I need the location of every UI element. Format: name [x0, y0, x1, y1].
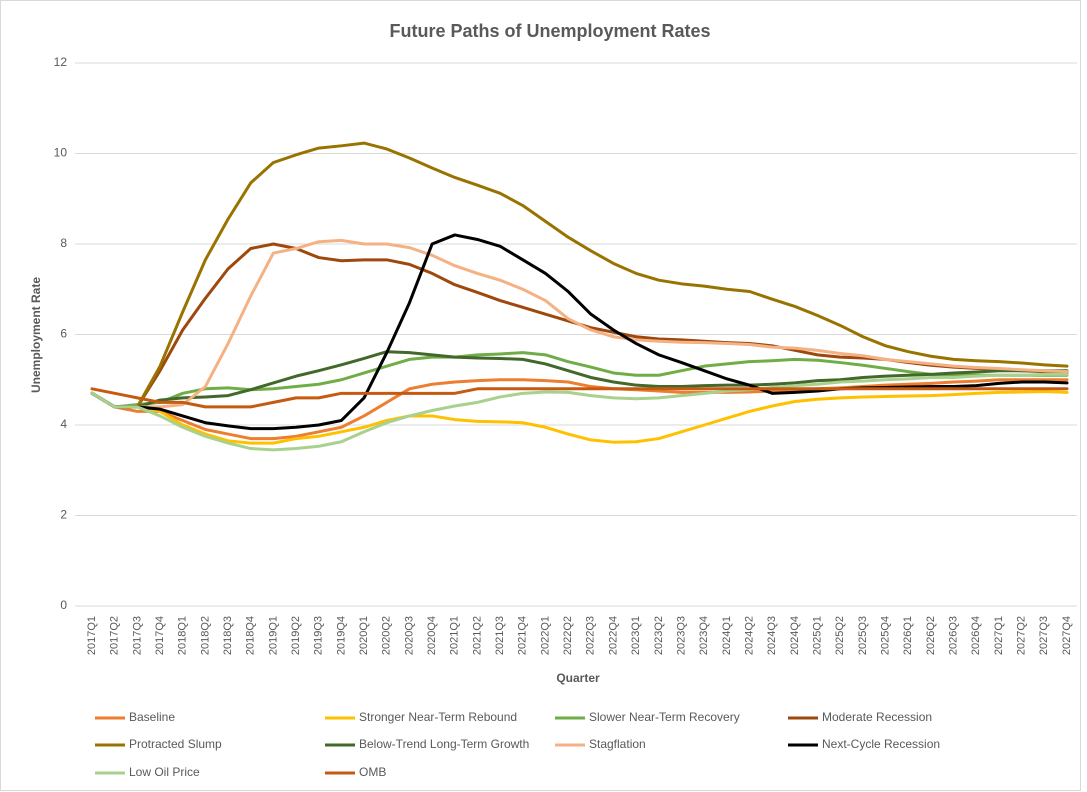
x-tick-label: 2023Q4: [698, 616, 710, 655]
x-tick-label: 2026Q4: [970, 616, 982, 655]
series-line: [90, 387, 1069, 409]
x-tick-label: 2024Q2: [743, 616, 755, 655]
x-tick-label: 2018Q2: [199, 616, 211, 655]
x-tick-label: 2022Q1: [539, 616, 551, 655]
y-tick-label: 12: [54, 55, 68, 69]
x-tick-label: 2021Q1: [449, 616, 461, 655]
x-tick-label: 2018Q1: [177, 616, 189, 655]
x-tick-label: 2022Q2: [562, 616, 574, 655]
series-line: [90, 390, 1069, 445]
y-tick-label: 4: [60, 417, 67, 431]
x-tick-label: 2017Q4: [154, 616, 166, 655]
legend-label: Baseline: [129, 710, 175, 724]
x-tick-label: 2026Q1: [902, 616, 914, 655]
x-tick-label: 2021Q2: [471, 616, 483, 655]
series-line: [90, 141, 1069, 409]
chart-title: Future Paths of Unemployment Rates: [389, 21, 710, 41]
x-tick-label: 2024Q3: [766, 616, 778, 655]
x-tick-label: 2023Q3: [675, 616, 687, 655]
x-tick-label: 2025Q2: [834, 616, 846, 655]
x-tick-label: 2017Q1: [86, 616, 98, 655]
legend-label: Stagflation: [589, 737, 646, 751]
y-tick-label: 0: [60, 598, 67, 612]
x-tick-label: 2021Q3: [494, 616, 506, 655]
y-tick-label: 8: [60, 236, 67, 250]
x-axis-title: Quarter: [556, 671, 600, 685]
x-tick-label: 2022Q4: [607, 616, 619, 655]
legend-label: Protracted Slump: [129, 737, 222, 751]
x-tick-label: 2027Q4: [1061, 616, 1073, 655]
legend-label: Stronger Near-Term Rebound: [359, 710, 517, 724]
y-axis-title: Unemployment Rate: [29, 277, 43, 393]
x-tick-label: 2027Q2: [1016, 616, 1028, 655]
x-tick-label: 2019Q2: [290, 616, 302, 655]
series-line: [90, 372, 1069, 452]
series-line: [90, 238, 1069, 409]
x-tick-label: 2019Q1: [267, 616, 279, 655]
x-tick-label: 2023Q1: [630, 616, 642, 655]
x-tick-label: 2020Q4: [426, 616, 438, 655]
y-tick-label: 6: [60, 327, 67, 341]
x-tick-label: 2022Q3: [585, 616, 597, 655]
x-tick-label: 2020Q2: [381, 616, 393, 655]
x-tick-label: 2027Q1: [993, 616, 1005, 655]
legend-label: Next-Cycle Recession: [822, 737, 940, 751]
x-tick-label: 2018Q4: [245, 616, 257, 655]
y-tick-label: 10: [54, 146, 68, 160]
x-tick-label: 2024Q1: [721, 616, 733, 655]
x-tick-label: 2025Q1: [811, 616, 823, 655]
x-tick-label: 2024Q4: [789, 616, 801, 655]
x-tick-label: 2017Q2: [109, 616, 121, 655]
x-tick-label: 2019Q4: [335, 616, 347, 655]
series-line: [90, 233, 1069, 431]
x-tick-label: 2026Q3: [948, 616, 960, 655]
x-tick-label: 2025Q3: [857, 616, 869, 655]
legend-label: Low Oil Price: [129, 765, 200, 779]
x-tick-label: 2020Q1: [358, 616, 370, 655]
x-tick-label: 2027Q3: [1038, 616, 1050, 655]
x-tick-label: 2025Q4: [880, 616, 892, 655]
legend-label: Slower Near-Term Recovery: [589, 710, 740, 724]
x-tick-label: 2023Q2: [653, 616, 665, 655]
y-tick-label: 2: [60, 508, 67, 522]
x-tick-label: 2021Q4: [517, 616, 529, 655]
series-line: [90, 350, 1069, 409]
x-tick-label: 2020Q3: [403, 616, 415, 655]
x-tick-label: 2017Q3: [131, 616, 143, 655]
x-tick-label: 2018Q3: [222, 616, 234, 655]
x-tick-label: 2026Q2: [925, 616, 937, 655]
series-line: [90, 378, 1069, 441]
legend-label: Below-Trend Long-Term Growth: [359, 737, 529, 751]
legend-label: OMB: [359, 765, 386, 779]
legend-label: Moderate Recession: [822, 710, 932, 724]
x-tick-label: 2019Q3: [313, 616, 325, 655]
